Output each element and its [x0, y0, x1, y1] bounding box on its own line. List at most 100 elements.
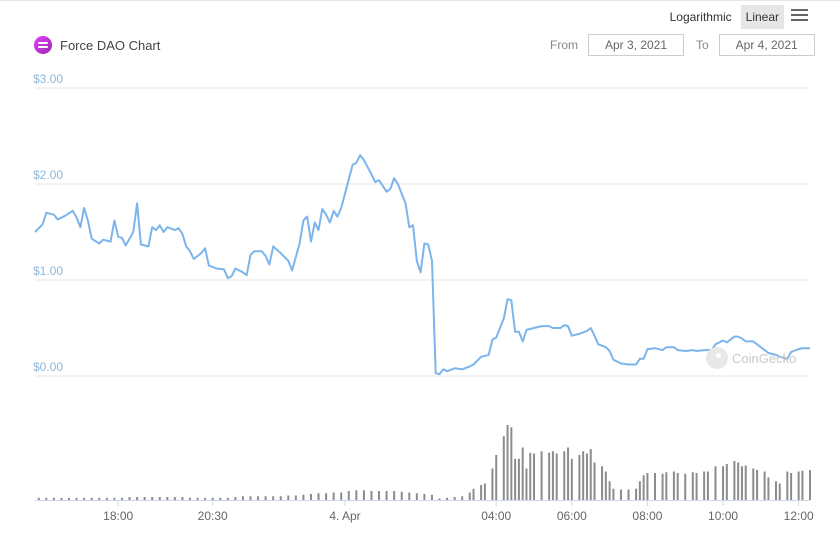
volume-bar — [98, 497, 101, 500]
scale-toggle: Logarithmic Linear — [665, 5, 784, 29]
volume-bar — [676, 473, 679, 500]
volume-bar — [226, 497, 229, 500]
volume-bar — [75, 497, 78, 500]
volume-bar — [219, 497, 222, 500]
logarithmic-button[interactable]: Logarithmic — [669, 10, 732, 24]
volume-bar — [619, 489, 622, 500]
volume-bar — [593, 462, 596, 500]
volume-bar — [514, 458, 517, 500]
volume-bar — [555, 453, 558, 500]
volume-bar — [370, 491, 373, 500]
volume-bar — [151, 497, 154, 500]
volume-bar — [661, 473, 664, 500]
coingecko-watermark: CoinGecko — [706, 347, 796, 369]
volume-bar — [52, 497, 55, 500]
volume-bar — [113, 497, 116, 500]
volume-bar — [585, 453, 588, 500]
volume-bar — [495, 455, 498, 500]
volume-bar — [83, 497, 86, 500]
volume-bar — [529, 452, 532, 500]
volume-bar — [774, 481, 777, 500]
volume-bar — [672, 471, 675, 500]
volume-bar — [257, 496, 260, 500]
volume-bar — [128, 497, 131, 500]
volume-bar — [737, 462, 740, 500]
volume-bar — [483, 483, 486, 500]
volume-bar — [468, 492, 471, 500]
volume-bar — [196, 497, 199, 500]
volume-bar — [725, 464, 728, 500]
linear-button[interactable]: Linear — [740, 5, 784, 29]
volume-bar — [166, 497, 169, 500]
volume-bar — [790, 473, 793, 500]
volume-bar — [604, 471, 607, 500]
volume-bar — [589, 449, 592, 500]
volume-bar — [279, 496, 282, 500]
from-date-input[interactable]: Apr 3, 2021 — [588, 34, 684, 56]
x-tick-label: 18:00 — [103, 509, 133, 523]
volume-bar — [362, 490, 365, 500]
volume-bar — [510, 427, 513, 500]
volume-bar — [752, 468, 755, 500]
volume-bar — [173, 497, 176, 500]
chart-grid — [35, 87, 810, 501]
volume-bar — [309, 494, 312, 500]
x-tick-label: 10:00 — [708, 509, 738, 523]
volume-bar — [158, 497, 161, 500]
volume-bar — [249, 496, 252, 500]
volume-bar — [325, 493, 328, 500]
volume-bar — [378, 491, 381, 500]
volume-bar — [340, 492, 343, 500]
force-dao-logo-icon — [34, 36, 52, 54]
volume-bar — [120, 497, 123, 500]
x-tick-label: 4. Apr — [329, 509, 360, 523]
to-date-input[interactable]: Apr 4, 2021 — [718, 34, 815, 56]
volume-bar — [706, 471, 709, 500]
volume-bar — [521, 447, 524, 500]
volume-bar — [332, 492, 335, 500]
volume-bar — [453, 497, 456, 500]
volume-bar — [189, 497, 191, 500]
volume-bar — [355, 490, 358, 500]
chart-title: Force DAO Chart — [60, 37, 161, 53]
volume-bar — [234, 497, 237, 500]
volume-bar — [551, 451, 554, 500]
volume-bar — [480, 485, 483, 500]
volume-bar — [763, 471, 766, 500]
volume-bar — [570, 458, 573, 500]
volume-bar — [517, 458, 520, 500]
volume-bar — [797, 471, 800, 500]
volume-bar — [563, 451, 566, 500]
volume-bar — [461, 496, 464, 500]
volume-bar — [756, 470, 759, 500]
volume-bar — [90, 497, 93, 500]
x-tick-label: 06:00 — [557, 509, 587, 523]
volume-bar — [654, 473, 656, 500]
volume-bar — [37, 497, 40, 500]
volume-bar — [809, 470, 811, 500]
volume-bar — [68, 497, 71, 500]
y-axis: $3.00 $2.00 $1.00 $0.00 — [33, 72, 63, 374]
volume-bar — [60, 497, 63, 500]
volume-bar — [472, 488, 475, 500]
volume-bar — [548, 452, 551, 500]
volume-bar — [635, 488, 638, 500]
volume-bar — [567, 447, 570, 500]
y-tick-label: $1.00 — [33, 264, 63, 278]
hamburger-menu-icon[interactable] — [791, 9, 808, 23]
volume-bar — [691, 472, 694, 500]
volume-bar — [612, 488, 615, 500]
volume-bar — [722, 466, 725, 500]
volume-bar — [740, 466, 743, 500]
volume-bar — [136, 497, 139, 500]
volume-bar — [317, 493, 320, 500]
volume-bar — [778, 483, 781, 500]
x-tick-label: 08:00 — [632, 509, 662, 523]
volume-bar — [393, 491, 396, 500]
watermark-text: CoinGecko — [732, 350, 797, 366]
price-line — [34, 154, 810, 376]
price-line-group — [34, 154, 810, 376]
x-tick-label: 20:30 — [198, 509, 228, 523]
x-axis: 18:00 20:30 4. Apr 04:00 06:00 08:00 10:00 12:0… — [103, 500, 814, 523]
